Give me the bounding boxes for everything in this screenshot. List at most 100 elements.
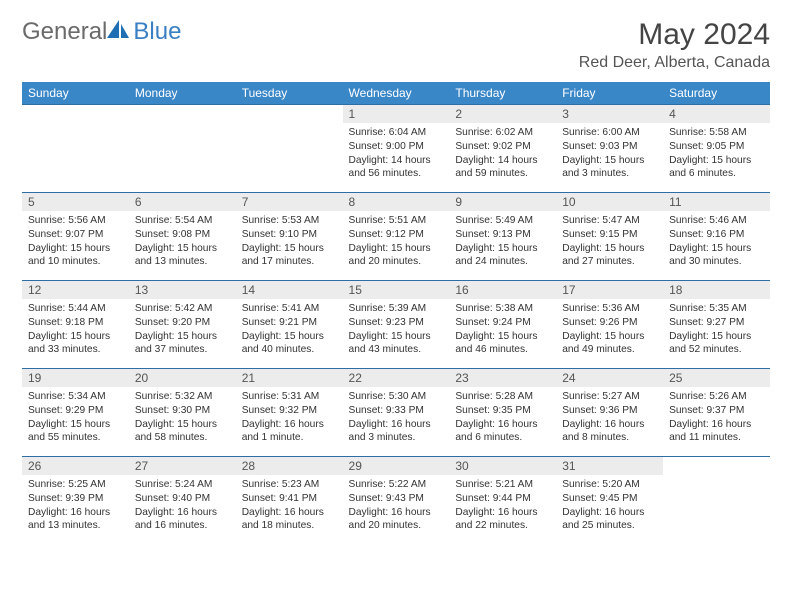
- day-details: Sunrise: 5:44 AMSunset: 9:18 PMDaylight:…: [22, 299, 129, 360]
- header: General Blue May 2024 Red Deer, Alberta,…: [22, 18, 770, 72]
- calendar-day-cell: 6Sunrise: 5:54 AMSunset: 9:08 PMDaylight…: [129, 193, 236, 281]
- day-number: 11: [663, 193, 770, 211]
- calendar-day-cell: 10Sunrise: 5:47 AMSunset: 9:15 PMDayligh…: [556, 193, 663, 281]
- day-number: 23: [449, 369, 556, 387]
- day-number: 18: [663, 281, 770, 299]
- day-number: 1: [343, 105, 450, 123]
- logo-text-1: General: [22, 18, 107, 46]
- calendar-table: Sunday Monday Tuesday Wednesday Thursday…: [22, 82, 770, 545]
- calendar-day-cell: 24Sunrise: 5:27 AMSunset: 9:36 PMDayligh…: [556, 369, 663, 457]
- day-number: 7: [236, 193, 343, 211]
- calendar-day-cell: 8Sunrise: 5:51 AMSunset: 9:12 PMDaylight…: [343, 193, 450, 281]
- calendar-day-cell: 9Sunrise: 5:49 AMSunset: 9:13 PMDaylight…: [449, 193, 556, 281]
- calendar-day-cell: 17Sunrise: 5:36 AMSunset: 9:26 PMDayligh…: [556, 281, 663, 369]
- day-number: 30: [449, 457, 556, 475]
- day-details: Sunrise: 5:21 AMSunset: 9:44 PMDaylight:…: [449, 475, 556, 536]
- day-number: 25: [663, 369, 770, 387]
- day-details: Sunrise: 5:27 AMSunset: 9:36 PMDaylight:…: [556, 387, 663, 448]
- day-details: Sunrise: 5:31 AMSunset: 9:32 PMDaylight:…: [236, 387, 343, 448]
- day-number: 10: [556, 193, 663, 211]
- day-details: Sunrise: 5:58 AMSunset: 9:05 PMDaylight:…: [663, 123, 770, 184]
- calendar-day-cell: [129, 105, 236, 193]
- day-details: Sunrise: 5:46 AMSunset: 9:16 PMDaylight:…: [663, 211, 770, 272]
- calendar-day-cell: 4Sunrise: 5:58 AMSunset: 9:05 PMDaylight…: [663, 105, 770, 193]
- day-number: 29: [343, 457, 450, 475]
- calendar-week-row: 26Sunrise: 5:25 AMSunset: 9:39 PMDayligh…: [22, 457, 770, 545]
- calendar-day-cell: 18Sunrise: 5:35 AMSunset: 9:27 PMDayligh…: [663, 281, 770, 369]
- day-number: 2: [449, 105, 556, 123]
- logo-text-2: Blue: [133, 18, 181, 46]
- day-number: 21: [236, 369, 343, 387]
- weekday-header: Wednesday: [343, 82, 450, 105]
- day-number: 5: [22, 193, 129, 211]
- calendar-day-cell: 14Sunrise: 5:41 AMSunset: 9:21 PMDayligh…: [236, 281, 343, 369]
- day-number: 27: [129, 457, 236, 475]
- calendar-week-row: 5Sunrise: 5:56 AMSunset: 9:07 PMDaylight…: [22, 193, 770, 281]
- day-details: Sunrise: 5:42 AMSunset: 9:20 PMDaylight:…: [129, 299, 236, 360]
- day-number: 4: [663, 105, 770, 123]
- day-details: Sunrise: 5:20 AMSunset: 9:45 PMDaylight:…: [556, 475, 663, 536]
- day-number: 12: [22, 281, 129, 299]
- day-details: Sunrise: 5:30 AMSunset: 9:33 PMDaylight:…: [343, 387, 450, 448]
- day-details: Sunrise: 5:28 AMSunset: 9:35 PMDaylight:…: [449, 387, 556, 448]
- day-number: 14: [236, 281, 343, 299]
- calendar-day-cell: 15Sunrise: 5:39 AMSunset: 9:23 PMDayligh…: [343, 281, 450, 369]
- calendar-day-cell: [236, 105, 343, 193]
- location: Red Deer, Alberta, Canada: [579, 54, 770, 72]
- day-details: Sunrise: 5:53 AMSunset: 9:10 PMDaylight:…: [236, 211, 343, 272]
- day-number: 8: [343, 193, 450, 211]
- weekday-header: Saturday: [663, 82, 770, 105]
- weekday-header-row: Sunday Monday Tuesday Wednesday Thursday…: [22, 82, 770, 105]
- calendar-day-cell: 19Sunrise: 5:34 AMSunset: 9:29 PMDayligh…: [22, 369, 129, 457]
- day-details: Sunrise: 5:36 AMSunset: 9:26 PMDaylight:…: [556, 299, 663, 360]
- calendar-day-cell: 1Sunrise: 6:04 AMSunset: 9:00 PMDaylight…: [343, 105, 450, 193]
- day-details: Sunrise: 5:23 AMSunset: 9:41 PMDaylight:…: [236, 475, 343, 536]
- day-details: Sunrise: 6:04 AMSunset: 9:00 PMDaylight:…: [343, 123, 450, 184]
- day-details: Sunrise: 5:26 AMSunset: 9:37 PMDaylight:…: [663, 387, 770, 448]
- day-number: 6: [129, 193, 236, 211]
- calendar-day-cell: [663, 457, 770, 545]
- calendar-day-cell: 28Sunrise: 5:23 AMSunset: 9:41 PMDayligh…: [236, 457, 343, 545]
- day-details: Sunrise: 5:34 AMSunset: 9:29 PMDaylight:…: [22, 387, 129, 448]
- day-number: 31: [556, 457, 663, 475]
- calendar-day-cell: 16Sunrise: 5:38 AMSunset: 9:24 PMDayligh…: [449, 281, 556, 369]
- day-number: 20: [129, 369, 236, 387]
- day-details: Sunrise: 5:39 AMSunset: 9:23 PMDaylight:…: [343, 299, 450, 360]
- calendar-day-cell: 3Sunrise: 6:00 AMSunset: 9:03 PMDaylight…: [556, 105, 663, 193]
- day-number: 17: [556, 281, 663, 299]
- logo-sail-icon: [105, 18, 131, 40]
- day-details: Sunrise: 5:54 AMSunset: 9:08 PMDaylight:…: [129, 211, 236, 272]
- weekday-header: Friday: [556, 82, 663, 105]
- day-details: Sunrise: 5:47 AMSunset: 9:15 PMDaylight:…: [556, 211, 663, 272]
- day-details: Sunrise: 5:35 AMSunset: 9:27 PMDaylight:…: [663, 299, 770, 360]
- calendar-day-cell: 22Sunrise: 5:30 AMSunset: 9:33 PMDayligh…: [343, 369, 450, 457]
- day-number: 9: [449, 193, 556, 211]
- calendar-day-cell: 13Sunrise: 5:42 AMSunset: 9:20 PMDayligh…: [129, 281, 236, 369]
- day-details: Sunrise: 5:51 AMSunset: 9:12 PMDaylight:…: [343, 211, 450, 272]
- calendar-day-cell: 11Sunrise: 5:46 AMSunset: 9:16 PMDayligh…: [663, 193, 770, 281]
- weekday-header: Thursday: [449, 82, 556, 105]
- day-number: 3: [556, 105, 663, 123]
- day-details: Sunrise: 5:49 AMSunset: 9:13 PMDaylight:…: [449, 211, 556, 272]
- calendar-day-cell: 31Sunrise: 5:20 AMSunset: 9:45 PMDayligh…: [556, 457, 663, 545]
- weekday-header: Monday: [129, 82, 236, 105]
- day-details: Sunrise: 5:41 AMSunset: 9:21 PMDaylight:…: [236, 299, 343, 360]
- day-number: 24: [556, 369, 663, 387]
- day-details: Sunrise: 5:38 AMSunset: 9:24 PMDaylight:…: [449, 299, 556, 360]
- calendar-day-cell: 29Sunrise: 5:22 AMSunset: 9:43 PMDayligh…: [343, 457, 450, 545]
- day-number: 26: [22, 457, 129, 475]
- title-block: May 2024 Red Deer, Alberta, Canada: [579, 18, 770, 72]
- day-number: 13: [129, 281, 236, 299]
- day-details: Sunrise: 5:56 AMSunset: 9:07 PMDaylight:…: [22, 211, 129, 272]
- day-details: Sunrise: 5:24 AMSunset: 9:40 PMDaylight:…: [129, 475, 236, 536]
- day-details: Sunrise: 5:25 AMSunset: 9:39 PMDaylight:…: [22, 475, 129, 536]
- calendar-day-cell: 30Sunrise: 5:21 AMSunset: 9:44 PMDayligh…: [449, 457, 556, 545]
- calendar-day-cell: 25Sunrise: 5:26 AMSunset: 9:37 PMDayligh…: [663, 369, 770, 457]
- day-number: 16: [449, 281, 556, 299]
- day-details: Sunrise: 6:00 AMSunset: 9:03 PMDaylight:…: [556, 123, 663, 184]
- weekday-header: Sunday: [22, 82, 129, 105]
- calendar-day-cell: 23Sunrise: 5:28 AMSunset: 9:35 PMDayligh…: [449, 369, 556, 457]
- calendar-day-cell: 5Sunrise: 5:56 AMSunset: 9:07 PMDaylight…: [22, 193, 129, 281]
- calendar-week-row: 12Sunrise: 5:44 AMSunset: 9:18 PMDayligh…: [22, 281, 770, 369]
- calendar-day-cell: 7Sunrise: 5:53 AMSunset: 9:10 PMDaylight…: [236, 193, 343, 281]
